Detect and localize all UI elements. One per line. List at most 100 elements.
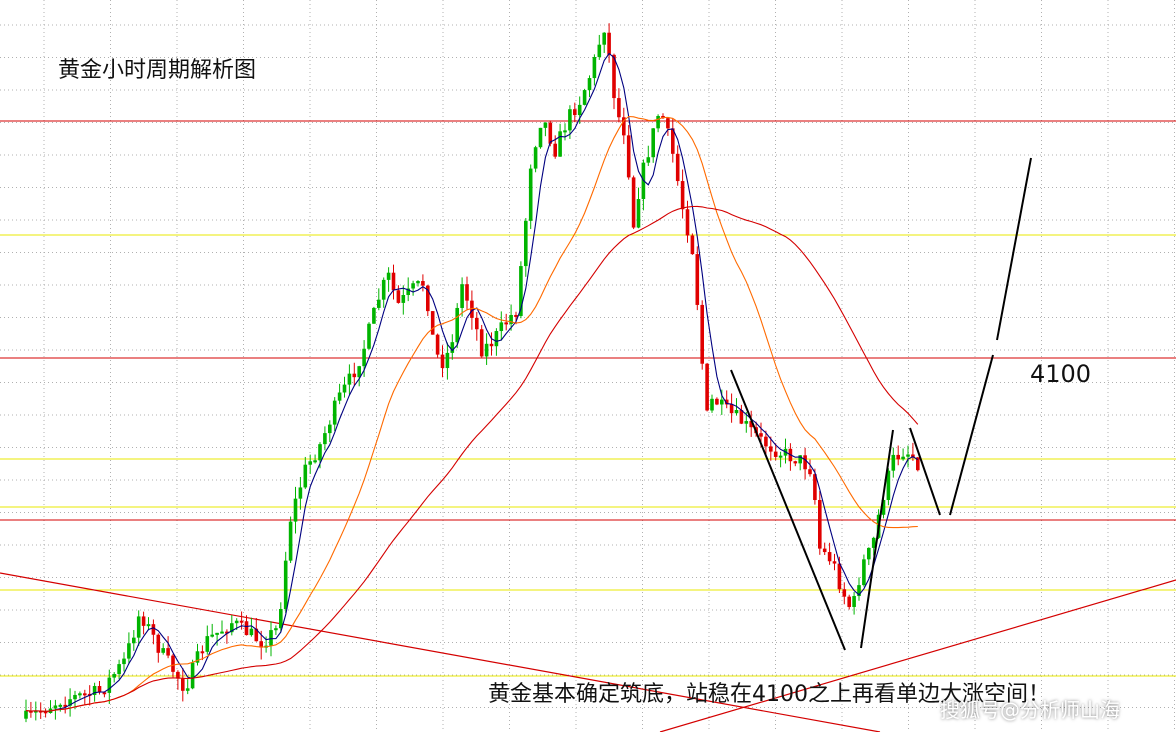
candle-body: [244, 621, 249, 636]
candle-body: [626, 135, 631, 178]
candle-body: [842, 589, 847, 597]
candle-body: [161, 648, 165, 653]
candle-body: [528, 168, 533, 221]
projection-line: [909, 427, 941, 516]
candle-body: [176, 671, 180, 679]
candle-body: [808, 469, 812, 475]
candle-body: [225, 631, 229, 634]
candle-body: [891, 454, 896, 471]
candle-body: [92, 686, 97, 695]
candle-body: [357, 366, 361, 378]
candle-body: [381, 279, 386, 300]
candle-body: [362, 348, 366, 367]
candle-body: [166, 648, 170, 656]
candle-body: [234, 620, 239, 624]
candle-body: [837, 563, 842, 590]
candle-body: [185, 688, 190, 691]
candle-body: [587, 78, 592, 91]
candle-body: [901, 456, 905, 460]
candle-body: [181, 678, 185, 691]
level-lines: [0, 120, 1176, 677]
candle-body: [514, 314, 518, 317]
candle-body: [78, 693, 82, 696]
candle-body: [759, 433, 763, 437]
candle-body: [239, 620, 244, 623]
candle-body: [773, 451, 778, 457]
candle-body: [440, 354, 445, 369]
candle-body: [151, 624, 156, 635]
candle-body: [259, 641, 263, 648]
candle-body: [43, 711, 48, 714]
candle-body: [592, 57, 597, 79]
candle-body: [38, 710, 43, 713]
candle-body: [568, 109, 572, 131]
projection-line: [949, 354, 994, 516]
candle-body: [916, 457, 920, 471]
candle-body: [622, 117, 626, 136]
candle-body: [332, 400, 337, 425]
candle-body: [283, 560, 288, 609]
candle-body: [715, 398, 719, 405]
candle-body: [156, 634, 161, 653]
candle-body: [279, 608, 283, 629]
candle-body: [886, 470, 891, 500]
candle-body: [254, 628, 259, 642]
candle-body: [195, 651, 200, 663]
candle-body: [205, 636, 210, 652]
candle-body: [577, 104, 582, 116]
candle-body: [666, 118, 670, 129]
candle-body: [798, 455, 802, 464]
candle-body: [58, 704, 63, 707]
candle-body: [675, 153, 680, 182]
candle-body: [426, 285, 430, 312]
candle-body: [832, 561, 837, 564]
candle-body: [367, 323, 371, 349]
candle-body: [293, 498, 298, 522]
candle-body: [558, 131, 562, 157]
candle-body: [73, 694, 77, 700]
candle-body: [803, 455, 807, 470]
candle-body: [813, 474, 817, 500]
candle-body: [656, 115, 660, 129]
candle-body: [53, 705, 58, 709]
candle-body: [636, 199, 641, 228]
candle-body: [818, 499, 822, 549]
candle-body: [720, 399, 724, 405]
candle-body: [685, 209, 690, 236]
candle-body: [107, 677, 112, 693]
candle-body: [857, 585, 861, 597]
candle-body: [146, 624, 151, 627]
ma-slow-line: [25, 205, 919, 712]
candle-body: [391, 272, 396, 291]
candle-body: [455, 307, 459, 343]
candle-body: [102, 692, 107, 695]
candle-body: [822, 548, 827, 553]
candle-body: [274, 628, 278, 631]
candle-body: [827, 552, 832, 562]
candle-body: [112, 674, 116, 678]
candle-body: [671, 128, 675, 154]
candle-body: [342, 384, 347, 393]
candle-body: [215, 632, 219, 635]
candle-body: [543, 122, 548, 128]
candle-body: [896, 454, 900, 460]
candle-body: [318, 444, 322, 461]
candle-body: [690, 235, 695, 255]
candle-body: [450, 342, 455, 353]
candle-body: [249, 628, 254, 636]
candle-body: [323, 433, 327, 445]
candle-body: [220, 631, 224, 634]
candle-body: [769, 446, 773, 452]
candle-body: [778, 455, 783, 458]
candle-body: [269, 630, 273, 646]
candle-body: [475, 317, 479, 330]
candle-body: [430, 311, 435, 335]
candle-body: [127, 643, 131, 659]
candle-body: [533, 147, 538, 169]
candle-body: [421, 281, 425, 286]
candle-body: [519, 266, 523, 316]
candle-body: [200, 651, 205, 654]
candle-body: [97, 686, 102, 693]
candle-body: [553, 143, 557, 157]
